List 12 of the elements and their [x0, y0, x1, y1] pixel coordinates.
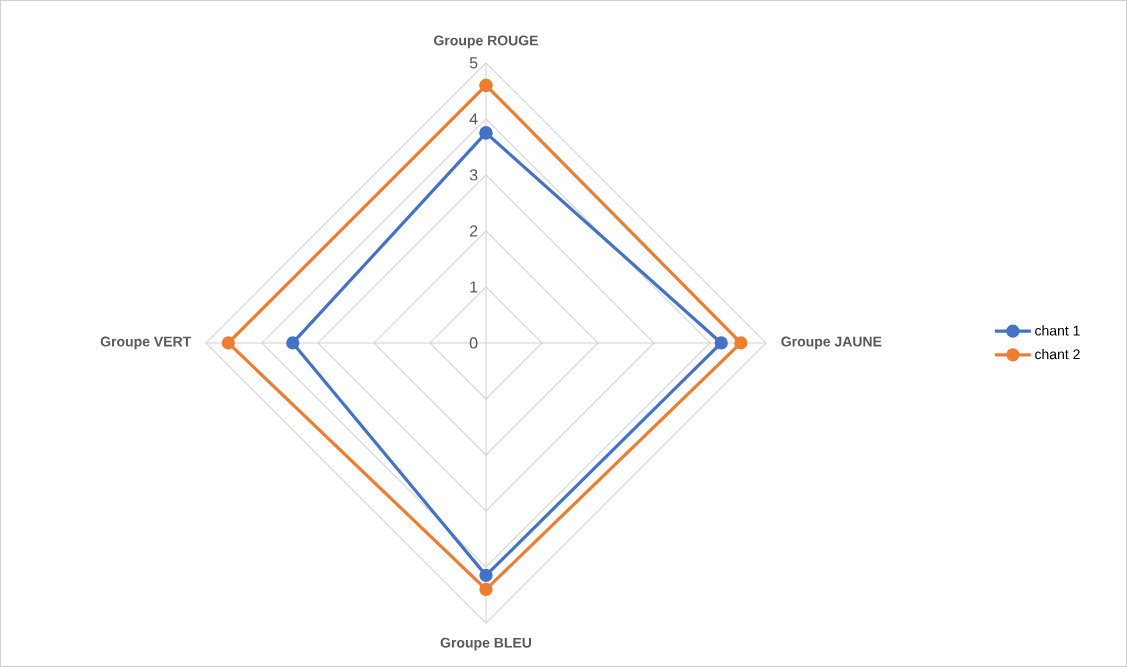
- spoke-label: Groupe VERT: [100, 336, 192, 350]
- y-tick-label: 1: [470, 281, 478, 293]
- y-tick-label: 0: [469, 337, 478, 349]
- y-tick-label: 2: [469, 225, 478, 237]
- legend-label: chant 1: [1035, 325, 1080, 336]
- y-tick-label: 4: [469, 113, 478, 125]
- spoke-label: Groupe JAUNE: [781, 336, 882, 350]
- y-tick-label: 3: [469, 169, 478, 181]
- legend-label: chant 2: [1035, 349, 1080, 360]
- y-tick-label: 5: [469, 57, 478, 69]
- spoke-label: Groupe BLEU: [440, 637, 532, 651]
- spoke-label: Groupe ROUGE: [434, 35, 538, 49]
